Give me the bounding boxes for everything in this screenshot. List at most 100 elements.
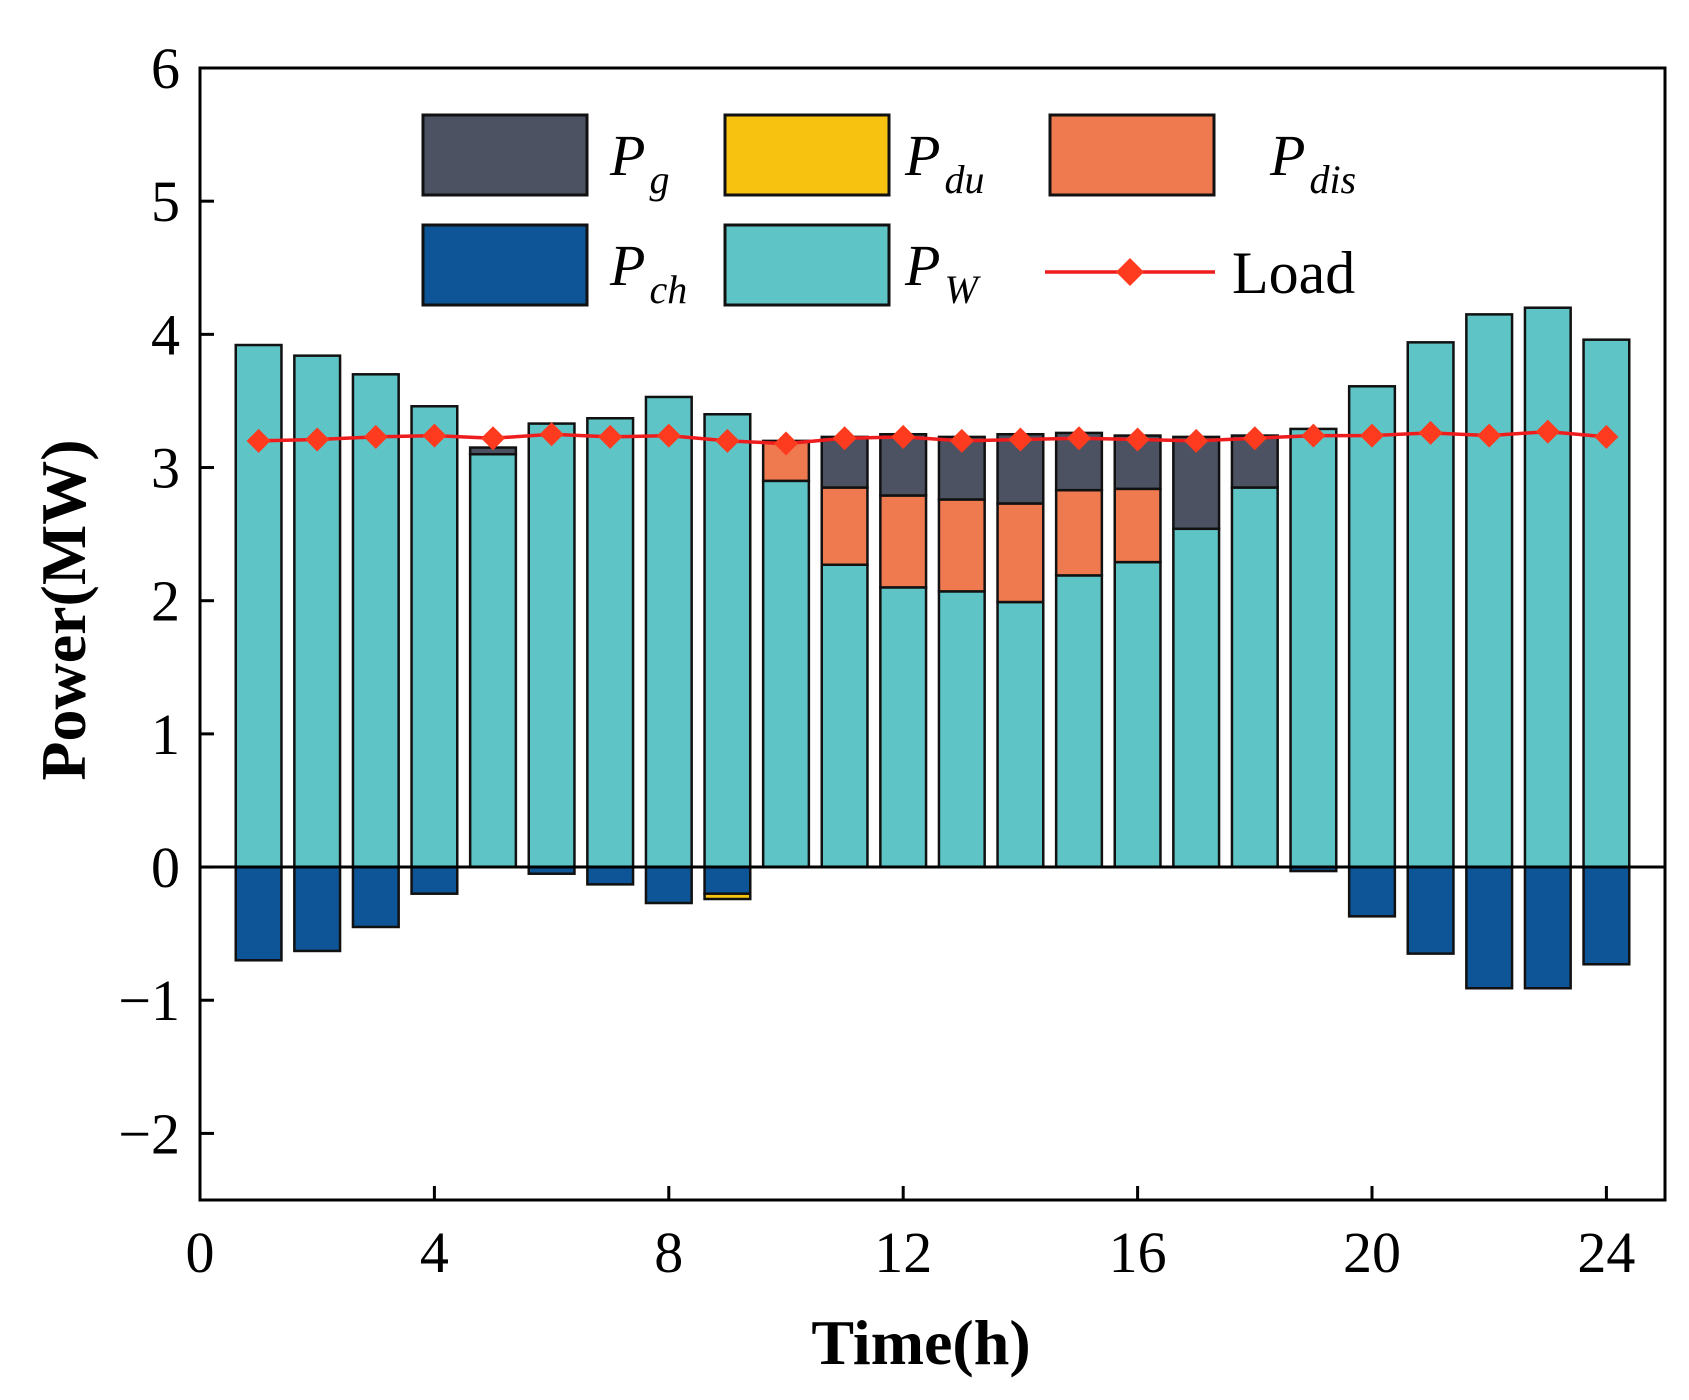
bar-p-w-1 <box>234 343 283 869</box>
legend-label-main-p-w: P <box>904 233 940 298</box>
bar-p-w-15 <box>1054 574 1104 869</box>
load-marker-5 <box>481 426 505 451</box>
legend-label-main-p-dis: P <box>1269 123 1305 188</box>
legend-label-sub-p-g: g <box>649 157 669 202</box>
bar-p-ch-22 <box>1465 865 1514 990</box>
bar-p-dis-13 <box>937 498 986 593</box>
bar-p-w-7 <box>586 417 635 869</box>
bar-p-w-17 <box>1172 527 1221 869</box>
x-tick-label-8: 8 <box>654 1220 683 1285</box>
y-tick-label-5: 5 <box>151 169 180 234</box>
bar-p-dis-14 <box>996 502 1045 604</box>
load-marker-2 <box>305 427 330 452</box>
load-marker-24 <box>1594 424 1619 449</box>
bar-p-w-16 <box>1113 560 1162 869</box>
load-marker-8 <box>656 423 681 448</box>
bar-p-g-18 <box>1230 434 1279 489</box>
bar-p-w-10 <box>761 479 811 869</box>
bar-p-du-9 <box>703 892 752 901</box>
x-tick-label-16: 16 <box>1109 1220 1167 1285</box>
bar-p-w-18 <box>1230 486 1279 869</box>
y-tick-label--2: −2 <box>118 1101 180 1166</box>
y-tick-label-0: 0 <box>151 835 180 900</box>
load-marker-19 <box>1301 423 1326 448</box>
legend-label-sub-p-w: W <box>944 267 981 312</box>
x-tick-label-24: 24 <box>1577 1220 1635 1285</box>
bar-p-w-23 <box>1523 306 1572 869</box>
bar-p-ch-7 <box>586 865 635 886</box>
x-tick-label-12: 12 <box>874 1220 932 1285</box>
bar-p-w-24 <box>1582 338 1631 869</box>
x-tick-label-4: 4 <box>420 1220 449 1285</box>
bar-p-ch-24 <box>1582 865 1631 966</box>
load-marker-21 <box>1418 420 1443 445</box>
legend-label-sub-p-dis: dis <box>1309 157 1356 202</box>
legend-label-main-p-du: P <box>904 123 940 188</box>
legend-marker-load <box>1116 258 1144 286</box>
bar-p-w-5 <box>468 452 518 869</box>
load-marker-17 <box>1184 428 1209 453</box>
load-marker-1 <box>246 428 271 453</box>
y-tick-label-4: 4 <box>151 302 180 367</box>
legend-swatch-p-w <box>723 223 891 307</box>
load-marker-14 <box>1008 427 1033 452</box>
load-marker-23 <box>1535 419 1560 444</box>
bar-p-w-19 <box>1289 427 1338 869</box>
bar-p-dis-11 <box>820 486 869 567</box>
bar-p-ch-21 <box>1406 865 1455 955</box>
load-marker-12 <box>891 424 916 449</box>
bar-p-w-6 <box>527 422 576 869</box>
load-marker-3 <box>363 424 388 449</box>
load-marker-6 <box>539 422 564 447</box>
bars-layer <box>234 306 1631 990</box>
legend-label-load: Load <box>1232 240 1355 306</box>
load-marker-15 <box>1067 426 1091 451</box>
bar-p-ch-2 <box>293 865 342 953</box>
load-marker-16 <box>1125 427 1150 452</box>
legend-label-sub-p-du: du <box>944 157 984 202</box>
y-tick-label-1: 1 <box>151 702 180 767</box>
y-tick-label--1: −1 <box>118 968 180 1033</box>
bar-p-w-13 <box>937 590 986 869</box>
legend-swatch-p-ch <box>421 223 589 307</box>
load-marker-10 <box>774 431 798 456</box>
y-tick-label-6: 6 <box>151 36 180 101</box>
legend-swatch-p-du <box>723 113 891 197</box>
load-marker-4 <box>422 423 447 448</box>
x-axis-title: Time(h) <box>811 1307 1030 1378</box>
legend-swatch-p-g <box>421 113 589 197</box>
load-marker-9 <box>715 428 740 453</box>
bar-p-w-9 <box>703 413 752 869</box>
x-tick-label-0: 0 <box>186 1220 215 1285</box>
y-axis-title: Power(MW) <box>28 439 99 780</box>
plot-frame <box>198 66 1667 1202</box>
bar-p-w-20 <box>1347 385 1397 869</box>
bar-p-ch-4 <box>410 865 459 895</box>
bar-p-dis-15 <box>1054 488 1104 577</box>
bar-p-dis-16 <box>1113 487 1162 564</box>
load-marker-20 <box>1360 423 1384 448</box>
bar-p-w-8 <box>644 395 693 869</box>
load-marker-18 <box>1242 426 1267 451</box>
bar-p-w-11 <box>820 563 869 869</box>
load-marker-22 <box>1477 423 1502 448</box>
load-series-layer <box>246 419 1619 456</box>
y-tick-label-2: 2 <box>151 569 180 634</box>
bar-p-ch-23 <box>1523 865 1572 990</box>
legend-swatch-p-dis <box>1048 113 1216 197</box>
bar-p-ch-20 <box>1347 865 1397 918</box>
load-marker-7 <box>598 424 623 449</box>
bar-p-ch-3 <box>351 865 400 929</box>
bar-p-w-22 <box>1465 313 1514 869</box>
bar-p-w-12 <box>879 586 928 869</box>
legend-label-main-p-g: P <box>609 123 645 188</box>
